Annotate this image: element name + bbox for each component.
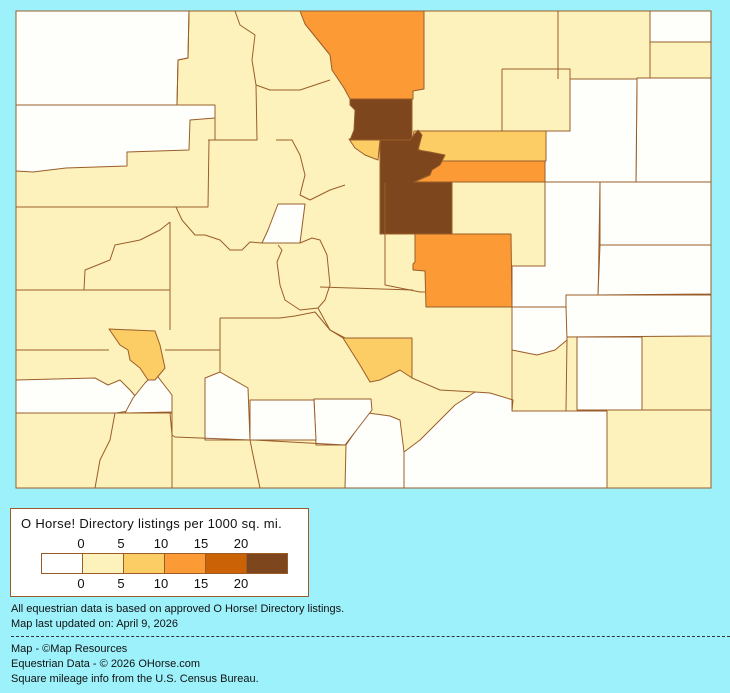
legend-bin-0 xyxy=(42,554,83,573)
last-updated: Map last updated on: April 9, 2026 xyxy=(11,618,178,630)
county-kiowa[interactable] xyxy=(565,294,712,338)
legend-title: O Horse! Directory listings per 1000 sq.… xyxy=(21,516,283,531)
county-borders xyxy=(16,10,711,489)
data-credit: Equestrian Data - © 2026 OHorse.com xyxy=(11,658,201,670)
legend-tick: 10 xyxy=(153,536,169,551)
county-yuma[interactable] xyxy=(635,77,712,183)
legend-tick: 0 xyxy=(77,576,85,591)
county-boulder[interactable] xyxy=(349,98,413,141)
county-ouray[interactable] xyxy=(108,328,166,381)
colorado-county-map xyxy=(15,10,712,489)
legend-tick: 15 xyxy=(193,576,209,591)
legend-tick: 5 xyxy=(117,536,125,551)
legend-bin-15-20 xyxy=(206,554,247,573)
divider xyxy=(11,636,730,637)
legend-tick: 0 xyxy=(77,536,85,551)
county-el-paso[interactable] xyxy=(412,233,513,308)
legend-tick: 15 xyxy=(193,536,209,551)
census-credit: Square mileage info from the U.S. Census… xyxy=(11,673,259,685)
data-basis-note: All equestrian data is based on approved… xyxy=(11,603,345,615)
legend-tick: 20 xyxy=(233,536,249,551)
map-credit: Map - ©Map Resources xyxy=(11,643,128,655)
county-rio-grande[interactable] xyxy=(249,399,317,441)
legend-bin-5-10 xyxy=(124,554,165,573)
county-mineral[interactable] xyxy=(204,371,251,441)
county-kit-carson[interactable] xyxy=(599,181,712,246)
county-bent[interactable] xyxy=(576,336,643,411)
county-moffat[interactable] xyxy=(15,10,190,106)
county-sedgwick[interactable] xyxy=(649,10,712,43)
legend-bin-10-15 xyxy=(165,554,206,573)
legend-tick: 5 xyxy=(117,576,125,591)
county-summit[interactable] xyxy=(261,203,306,244)
legend-color-bar xyxy=(41,553,288,574)
legend-bin-0-5 xyxy=(83,554,124,573)
legend-tick: 10 xyxy=(153,576,169,591)
county-cheyenne[interactable] xyxy=(597,244,712,296)
legend-tick: 20 xyxy=(233,576,249,591)
county-jefferson-douglas[interactable] xyxy=(379,129,453,235)
legend-bin-20-plus xyxy=(247,554,287,573)
legend: O Horse! Directory listings per 1000 sq.… xyxy=(10,508,309,597)
county-dolores[interactable] xyxy=(15,377,138,414)
